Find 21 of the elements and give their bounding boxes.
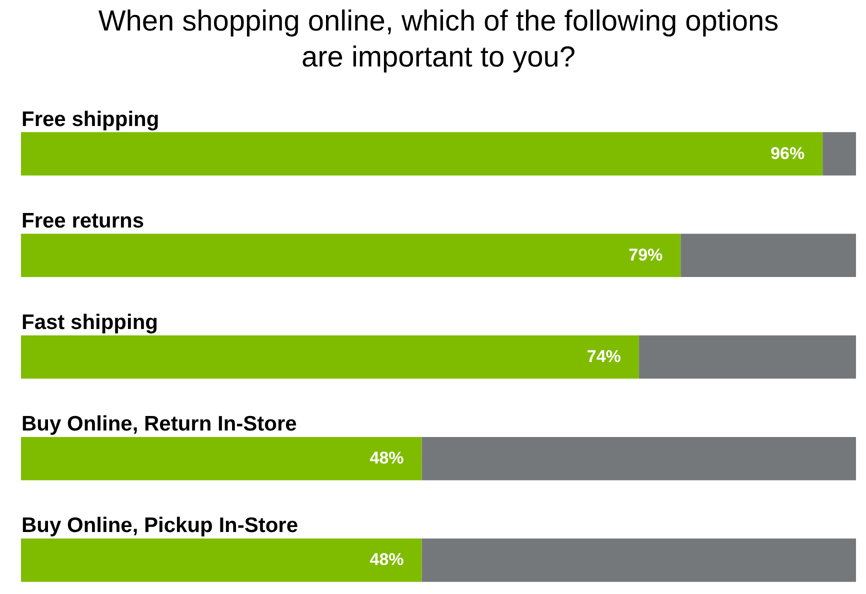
y-tick-label: Fast shipping: [22, 311, 158, 334]
bar: [822, 132, 856, 176]
data-label: 74%: [586, 347, 621, 366]
y-tick-label: Buy Online, Return In-Store: [22, 412, 297, 436]
bar: [21, 132, 823, 176]
bar: [21, 234, 681, 278]
bar: [422, 436, 856, 480]
bar: [21, 335, 639, 379]
chart-title: When shopping online, which of the following options are important to you?: [98, 5, 779, 74]
bar: [422, 538, 856, 582]
y-tick-label: Buy Online, Pickup In-Store: [22, 514, 298, 538]
y-tick-label: Free shipping: [22, 108, 160, 131]
data-label: 48%: [370, 550, 404, 570]
data-label: 48%: [370, 448, 404, 468]
bar: [680, 234, 856, 278]
bar: [21, 538, 422, 582]
bar: [638, 335, 856, 379]
y-tick-label: Free returns: [22, 209, 144, 232]
data-label: 79%: [628, 245, 663, 264]
data-label: 96%: [770, 144, 805, 163]
bar: [21, 436, 422, 480]
